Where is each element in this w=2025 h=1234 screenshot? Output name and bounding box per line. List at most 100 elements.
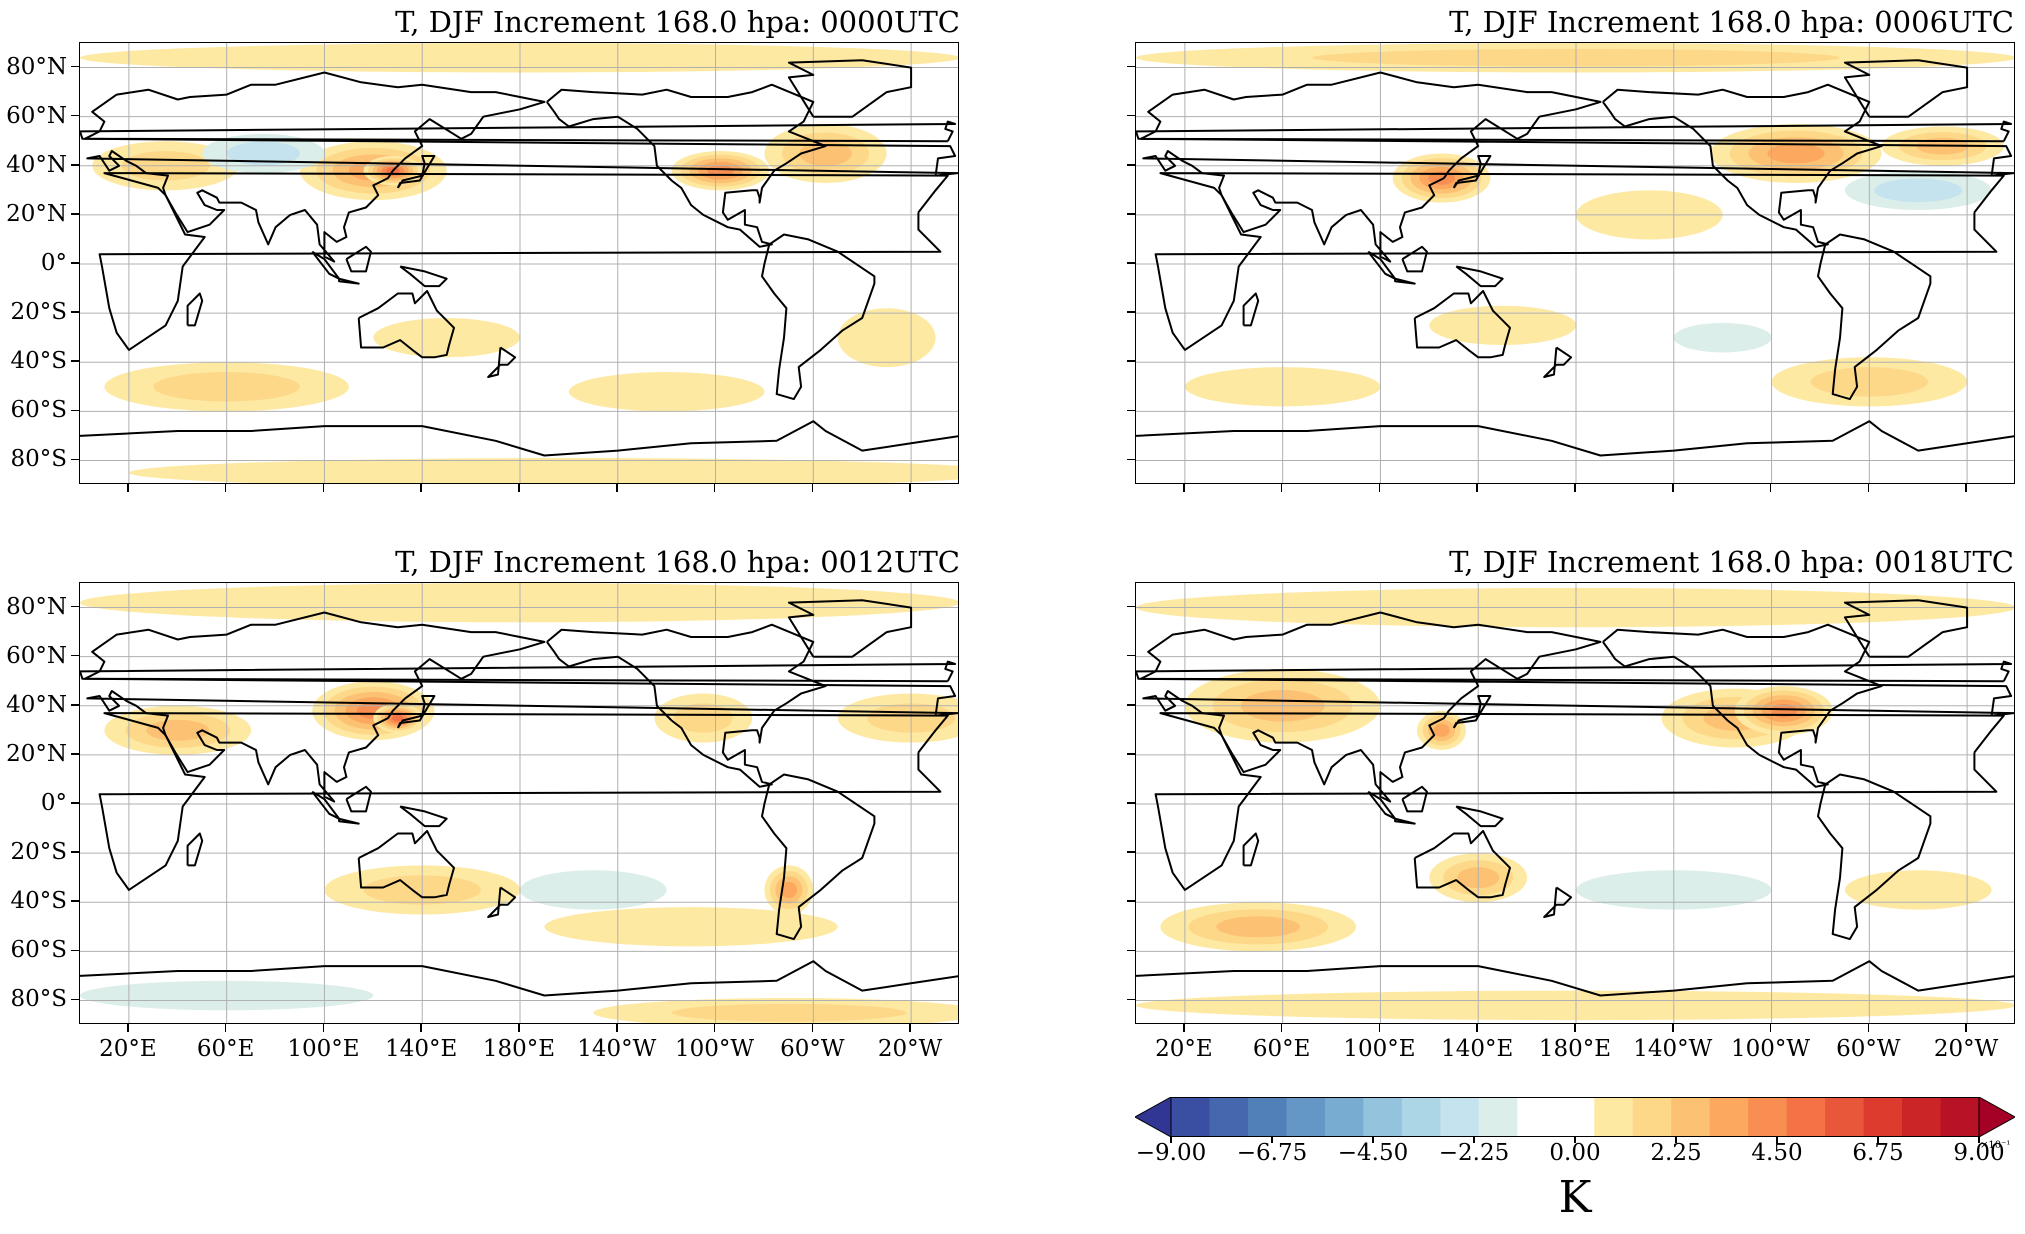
latitude-label: 40°N (6, 691, 67, 718)
latitude-tick (1127, 360, 1135, 362)
colorbar-swatch (1517, 1097, 1557, 1137)
panel-title: T, DJF Increment 168.0 hpa: 0018UTC (1449, 545, 2014, 579)
latitude-tick (71, 998, 79, 1001)
colorbar-outline (1170, 1097, 1980, 1137)
longitude-tick (420, 1024, 422, 1032)
latitude-tick (71, 65, 79, 68)
colorbar-tick (1877, 1137, 1879, 1143)
coastline (1242, 292, 1260, 327)
latitude-tick (1127, 213, 1135, 215)
longitude-tick (1769, 1024, 1772, 1032)
colorbar-tick-label: 0.00 (1549, 1140, 1601, 1166)
longitude-tick (713, 1024, 716, 1032)
warm-anomaly-region (392, 714, 404, 722)
longitude-tick (322, 484, 325, 492)
longitude-label: 20°W (1933, 1036, 1999, 1062)
colorbar-unit-label: K (1558, 1172, 1592, 1223)
coastline (1136, 120, 2013, 143)
coastline (186, 832, 204, 867)
coastline (186, 292, 204, 327)
latitude-label: 20°S (10, 299, 67, 326)
warm-anomaly-region (780, 881, 798, 899)
longitude-label: 60°E (1252, 1036, 1311, 1062)
coastline (787, 599, 913, 658)
longitude-tick (1378, 484, 1381, 492)
latitude-tick (1127, 949, 1135, 952)
warm-anomaly-region (1216, 916, 1301, 938)
longitude-tick (909, 1024, 911, 1032)
coastline (80, 960, 958, 997)
warm-anomaly-region (1433, 723, 1450, 737)
longitude-tick (1965, 1024, 1967, 1032)
warm-anomaly-region (1429, 305, 1576, 346)
longitude-tick (1672, 484, 1674, 492)
colorbar-tick-label: −9.00 (1135, 1140, 1207, 1166)
longitude-label: 60°E (196, 1036, 255, 1062)
colorbar-swatch (1632, 1097, 1672, 1137)
latitude-tick (1127, 654, 1135, 657)
colorbar-swatch (1863, 1097, 1903, 1137)
warm-anomaly-region (671, 1003, 907, 1022)
longitude-label: 20°E (1155, 1036, 1213, 1062)
latitude-tick (1127, 704, 1135, 706)
longitude-tick (1280, 484, 1283, 492)
latitude-label: 60°N (6, 102, 67, 129)
latitude-tick (71, 704, 79, 706)
colorbar-tick-label: −6.75 (1236, 1140, 1308, 1166)
colorbar-tick-label: 4.50 (1751, 1140, 1803, 1166)
map-plot-area (1135, 42, 2015, 484)
coastline (1394, 817, 1416, 825)
coastline (546, 623, 827, 788)
coastline (1367, 250, 1397, 280)
latitude-tick (1127, 458, 1135, 461)
coastline (80, 420, 958, 457)
longitude-tick (1476, 484, 1478, 492)
coastline (1602, 623, 1883, 788)
longitude-tick (1867, 484, 1870, 492)
cool-anomaly-region (1874, 178, 1963, 203)
colorbar-swatch (1709, 1097, 1749, 1137)
coastline (357, 830, 455, 899)
coastline (1242, 832, 1260, 867)
colorbar-swatch (1286, 1097, 1326, 1137)
latitude-tick (71, 949, 79, 952)
colorbar-tick (1372, 1137, 1374, 1143)
latitude-tick (71, 360, 79, 362)
latitude-tick (1127, 114, 1135, 117)
coastline (345, 785, 372, 813)
coastline (357, 290, 455, 359)
latitude-label: 80°N (6, 53, 67, 80)
coastline (1139, 71, 2014, 263)
map-canvas (1136, 43, 2014, 483)
coastline (396, 695, 436, 729)
longitude-label: 100°W (675, 1036, 755, 1062)
coastline (396, 155, 436, 189)
coastline (1543, 346, 1573, 378)
colorbar-swatch (1825, 1097, 1865, 1137)
latitude-tick (1127, 900, 1135, 902)
coastline (83, 611, 958, 803)
colorbar-tick-label: 6.75 (1852, 1140, 1904, 1166)
latitude-label: 20°N (6, 200, 67, 227)
longitude-tick (616, 484, 618, 492)
coastline (1817, 233, 1932, 401)
longitude-label: 140°W (1633, 1036, 1713, 1062)
latitude-tick (71, 311, 79, 313)
map-canvas (80, 43, 958, 483)
coastline (83, 71, 958, 263)
latitude-tick (1127, 851, 1135, 853)
latitude-tick (71, 262, 79, 264)
cool-anomaly-region (520, 870, 667, 910)
latitude-label: 60°S (10, 937, 67, 964)
coastline (1367, 790, 1397, 820)
panel-title: T, DJF Increment 168.0 hpa: 0000UTC (395, 5, 960, 39)
longitude-label: 180°E (1538, 1036, 1612, 1062)
warm-anomaly-region (1136, 990, 2014, 1021)
coastline (1154, 172, 2005, 351)
longitude-label: 140°E (1441, 1036, 1514, 1062)
colorbar-tick (1675, 1137, 1677, 1143)
latitude-tick (1127, 998, 1135, 1001)
map-plot-area (79, 582, 959, 1024)
longitude-tick (127, 1024, 129, 1032)
latitude-label: 40°S (10, 888, 67, 915)
